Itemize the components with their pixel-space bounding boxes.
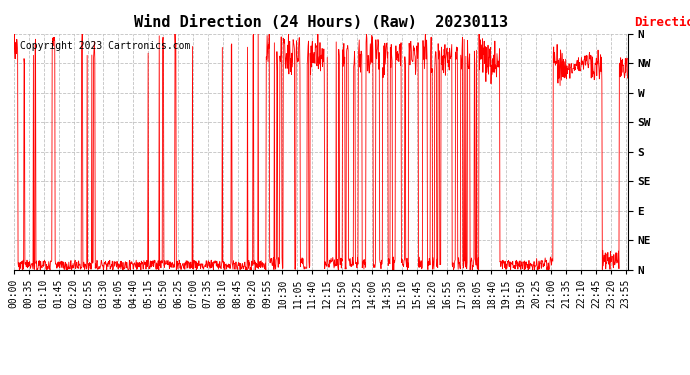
Text: Copyright 2023 Cartronics.com: Copyright 2023 Cartronics.com xyxy=(20,41,190,51)
Direction xyxy=(132,261,140,266)
Title: Wind Direction (24 Hours) (Raw)  20230113: Wind Direction (24 Hours) (Raw) 20230113 xyxy=(134,15,508,30)
Direction xyxy=(10,32,19,36)
Direction xyxy=(146,259,155,263)
Direction xyxy=(215,265,224,270)
Line: Direction: Direction xyxy=(14,34,627,270)
Direction xyxy=(623,76,631,80)
Direction xyxy=(497,261,505,266)
Direction xyxy=(551,63,560,68)
Text: Direction: Direction xyxy=(634,16,690,29)
Direction xyxy=(10,56,18,60)
Direction xyxy=(417,258,425,263)
Direction xyxy=(390,268,398,272)
